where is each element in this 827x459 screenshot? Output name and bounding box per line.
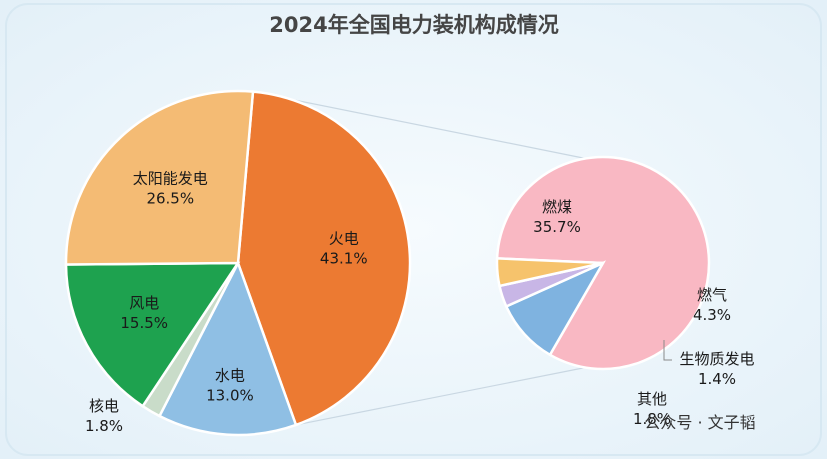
chart-title: 2024年全国电力装机构成情况 [269, 13, 558, 37]
breakdown-slice-value-1: 35.7% [533, 218, 581, 236]
main-slice-label-1: 火电 [329, 229, 359, 247]
breakdown-slice-label-2: 燃气 [697, 286, 727, 304]
breakdown-slice-label-4: 其他 [637, 390, 667, 408]
main-slice-value-1: 43.1% [320, 249, 368, 267]
main-slice-label-5: 太阳能发电 [133, 170, 208, 188]
breakdown-slice-value-2: 4.3% [693, 306, 731, 324]
connector-lines [252, 91, 589, 426]
main-slice-label-2: 水电 [215, 367, 245, 385]
breakdown-slice-label-1: 燃煤 [542, 198, 572, 216]
main-slice-5 [64, 89, 255, 266]
slice-labels: 火电 43.1% 水电 13.0% 核电 1.8% 风电 15.5% 太阳能发电 26.5% 燃煤 3… [85, 170, 755, 435]
breakdown-pie [495, 155, 711, 371]
main-slice-label-4: 风电 [129, 294, 159, 312]
main-slice-value-2: 13.0% [206, 387, 254, 405]
main-slice-value-4: 15.5% [120, 314, 168, 332]
main-slice-1 [236, 90, 412, 427]
main-slice-2 [157, 259, 298, 437]
leader-line [663, 340, 672, 361]
breakdown-slice-value-3: 1.4% [698, 370, 736, 388]
main-pie [64, 89, 412, 437]
main-slice-4 [64, 261, 241, 408]
watermark-text: 公众号 · 文子韬 [644, 413, 755, 432]
breakdown-slice-value-4: 1.8% [633, 410, 671, 428]
breakdown-slice-label-3: 生物质发电 [679, 350, 754, 368]
main-slice-value-3: 1.8% [85, 417, 123, 435]
breakdown-slice-4 [495, 257, 604, 288]
main-slice-label-3: 核电 [89, 397, 119, 415]
connector-line-1 [252, 91, 589, 160]
chart-frame [5, 3, 822, 456]
main-slice-value-5: 26.5% [146, 190, 194, 208]
connector-line-2 [295, 366, 589, 426]
